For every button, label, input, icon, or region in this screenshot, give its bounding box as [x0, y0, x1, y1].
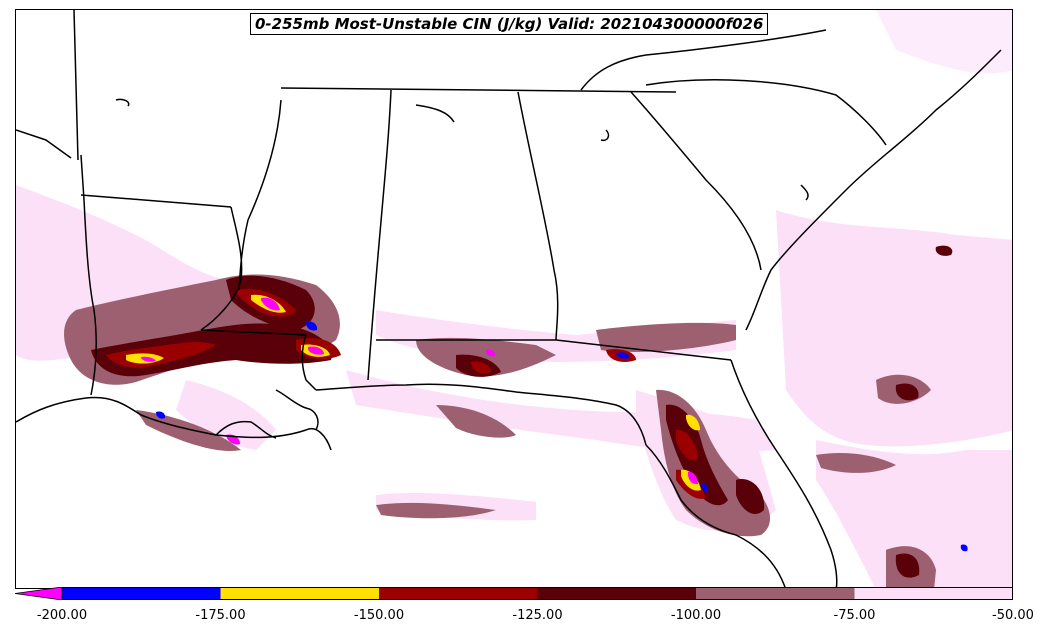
colorbar-segment [537, 587, 696, 600]
colorbar [15, 587, 1013, 600]
colorbar-extend-triangle [15, 587, 63, 600]
colorbar-segment [220, 587, 379, 600]
state-boundaries [16, 10, 1002, 588]
colorbar-frame [61, 587, 1013, 600]
colorbar-segment [854, 587, 1013, 600]
colorbar-tick-label: -50.00 [992, 608, 1034, 623]
colorbar-tick-label: -175.00 [195, 608, 246, 623]
colorbar-segment [62, 587, 221, 600]
map-title: 0-255mb Most-Unstable CIN (J/kg) Valid: … [250, 13, 769, 35]
colorbar-segment [379, 587, 538, 600]
colorbar-segment [696, 587, 855, 600]
map-panel [15, 9, 1013, 589]
map-canvas [16, 10, 1012, 588]
colorbar-tick-label: -150.00 [353, 608, 405, 623]
colorbar-tick-label: -200.00 [36, 608, 88, 623]
cin-contour-fill [16, 10, 1012, 588]
colorbar-tick-label: -125.00 [512, 608, 563, 623]
colorbar-tick-label: -100.00 [670, 608, 722, 623]
colorbar-tick-label: -75.00 [833, 608, 876, 623]
